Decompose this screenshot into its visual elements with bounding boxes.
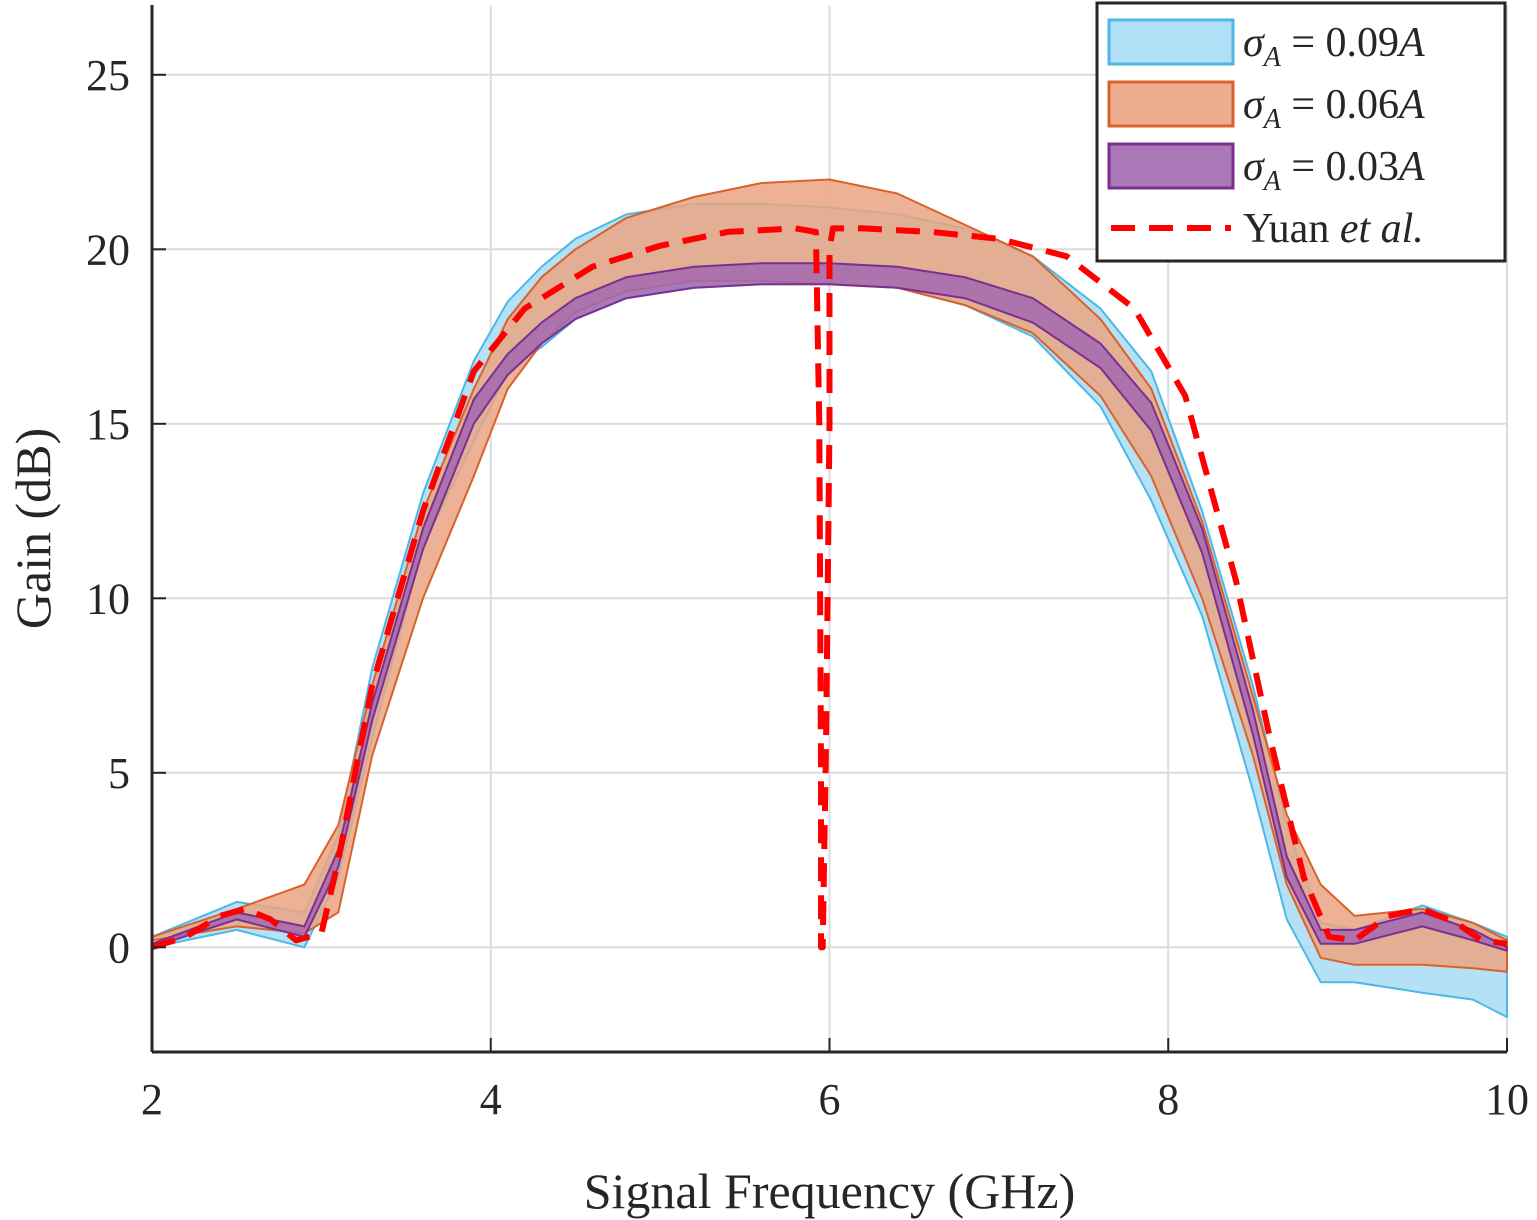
- legend-value: = 0.09: [1281, 20, 1399, 66]
- line-series-yuan: [151, 225, 1508, 951]
- legend-label-yuan: Yuan et al.: [1243, 206, 1424, 252]
- legend-subscript: A: [1262, 42, 1282, 73]
- legend-value: = 0.03: [1281, 144, 1399, 190]
- legend-variable: A: [1396, 82, 1425, 128]
- x-tick-label: 2: [141, 1075, 163, 1124]
- legend-etal: et al.: [1340, 206, 1424, 252]
- x-tick-label: 8: [1157, 1075, 1179, 1124]
- legend-symbol: σ: [1243, 144, 1266, 190]
- y-tick-label: 20: [86, 225, 130, 274]
- legend-subscript: A: [1262, 166, 1282, 197]
- legend-variable: A: [1396, 144, 1425, 190]
- x-tick-label: 4: [480, 1075, 502, 1124]
- x-tick-label: 10: [1485, 1075, 1529, 1124]
- band-series-3: [151, 262, 1508, 952]
- axes: [150, 5, 1508, 1054]
- legend-value: = 0.06: [1281, 82, 1399, 128]
- x-axis-label: Signal Frequency (GHz): [584, 1163, 1076, 1219]
- y-tick-label: 5: [108, 749, 130, 798]
- y-tick-label: 10: [86, 574, 130, 623]
- legend-label-2: σA = 0.06A: [1243, 82, 1425, 135]
- legend-variable: A: [1396, 20, 1425, 66]
- y-tick-label: 25: [86, 51, 130, 100]
- legend-author: Yuan: [1243, 206, 1340, 252]
- legend-subscript: A: [1262, 104, 1282, 135]
- y-tick-label: 0: [108, 923, 130, 972]
- y-tick-label: 15: [86, 400, 130, 449]
- tick-labels: 2 4 6 8 10 0 5 10 15 20 25: [86, 51, 1529, 1124]
- series-lines: [151, 225, 1508, 951]
- y-axis-label: Gain (dB): [5, 428, 61, 629]
- legend-swatch-3: [1107, 142, 1235, 190]
- x-tick-label: 6: [819, 1075, 841, 1124]
- legend-swatch-1: [1107, 18, 1235, 66]
- legend-label-1: σA = 0.09A: [1243, 20, 1425, 73]
- legend-label-3: σA = 0.03A: [1243, 144, 1425, 197]
- legend-symbol: σ: [1243, 20, 1266, 66]
- legend-symbol: σ: [1243, 82, 1266, 128]
- legend-swatch-2: [1107, 80, 1235, 128]
